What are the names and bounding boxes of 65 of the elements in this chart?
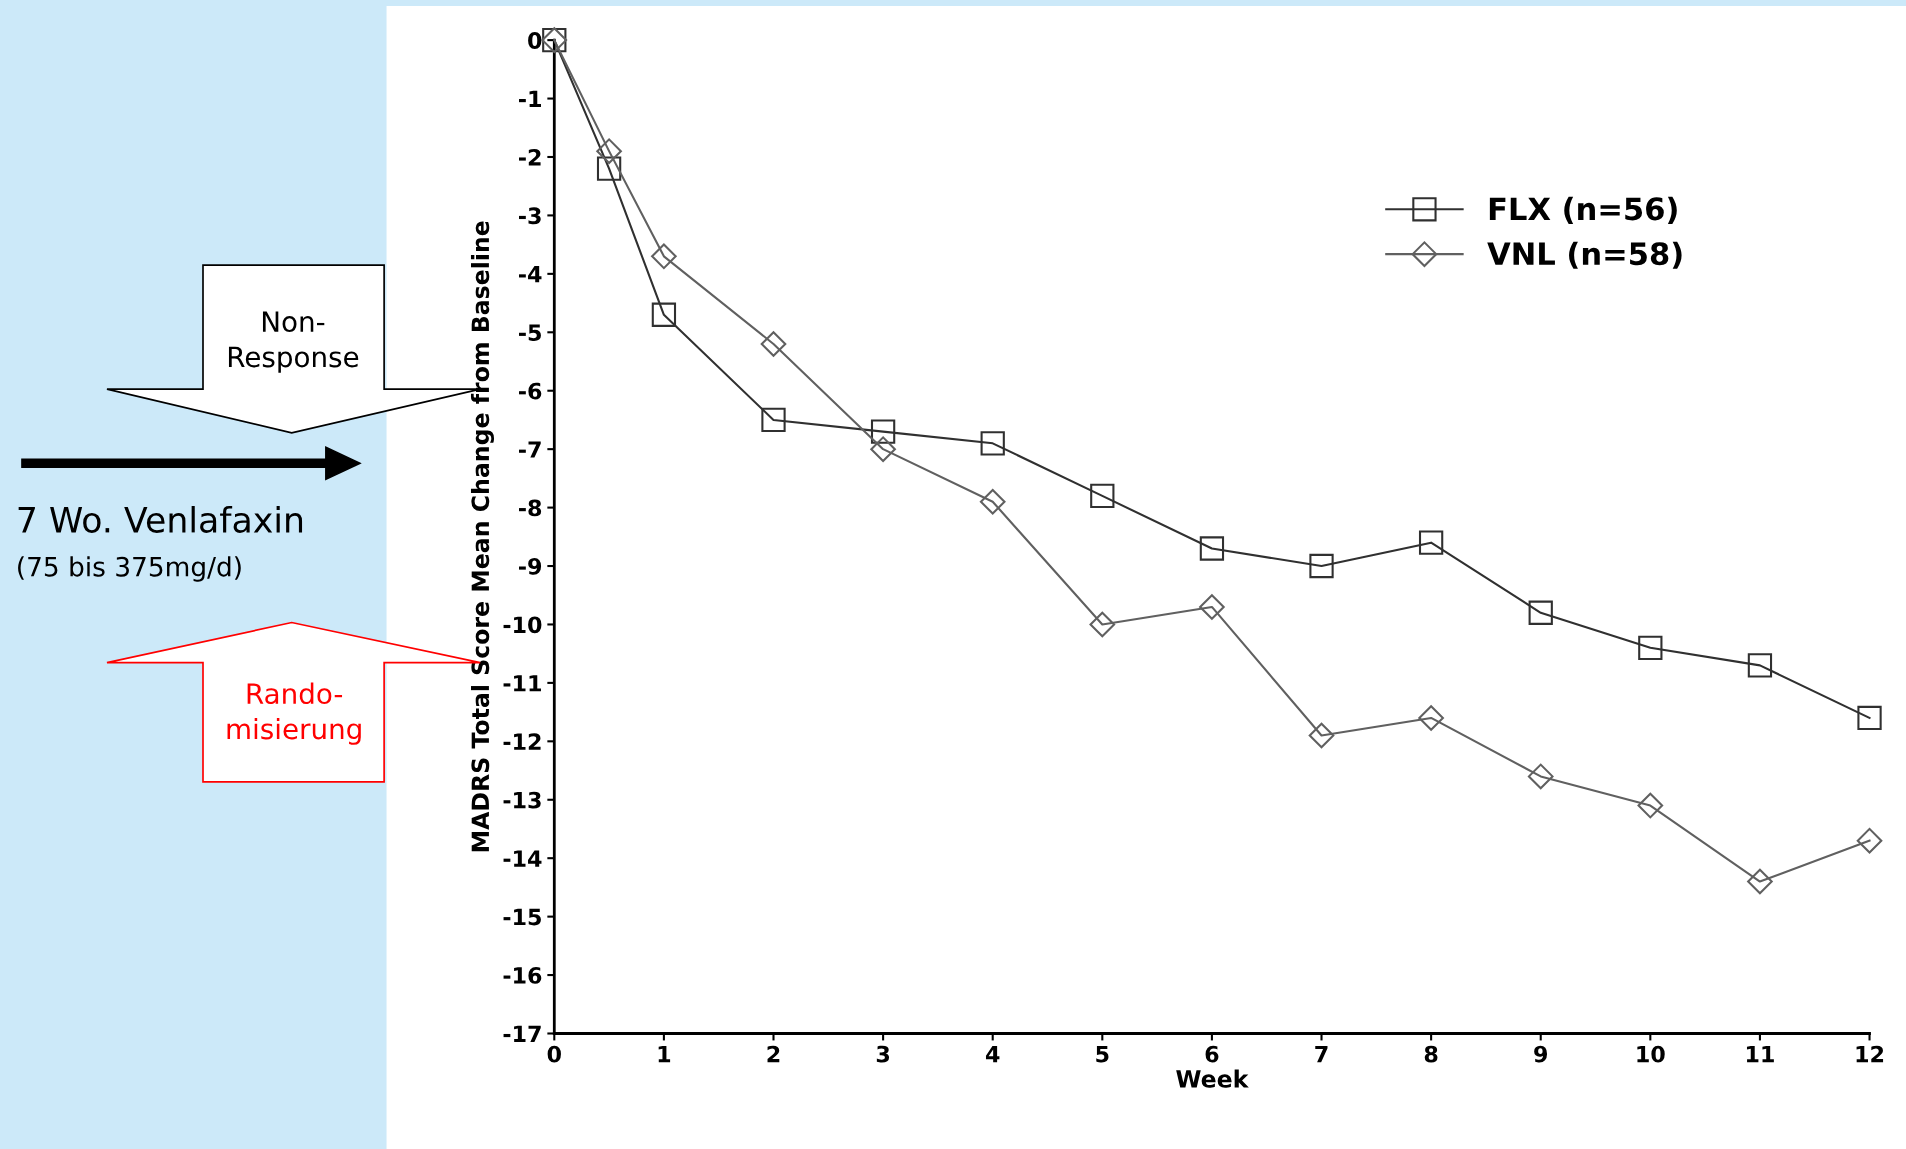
x-tick-label: 3 xyxy=(876,1045,890,1063)
point xyxy=(1199,594,1225,620)
y-tick-label: 0 xyxy=(528,32,542,49)
y-tick-label: -7 xyxy=(519,441,541,458)
point xyxy=(1637,792,1664,819)
point xyxy=(1309,553,1334,579)
x-tick-label: 8 xyxy=(1424,1045,1438,1063)
point xyxy=(1857,705,1882,731)
point xyxy=(651,243,677,270)
point xyxy=(1747,653,1773,678)
x-tick-label: 2 xyxy=(767,1045,780,1063)
text: (75 bis 375mg/d) xyxy=(18,556,241,582)
y-tick-label: -17 xyxy=(503,1025,541,1042)
point xyxy=(1308,722,1335,749)
y-tick-label: -11 xyxy=(503,675,541,692)
point xyxy=(596,138,622,164)
x-axis-title: Week xyxy=(1176,1069,1249,1088)
y-tick-label: -12 xyxy=(503,733,541,750)
point xyxy=(870,419,896,444)
point xyxy=(1418,530,1444,555)
point xyxy=(596,156,622,181)
x-tick-label: 0 xyxy=(547,1045,561,1063)
y-tick-label: -2 xyxy=(519,148,541,166)
y-tick-label: -5 xyxy=(519,324,541,342)
text: Rando- misierung xyxy=(227,682,361,745)
x-tick-label: 12 xyxy=(1856,1045,1884,1063)
point xyxy=(870,436,896,462)
x-tick-label: 9 xyxy=(1534,1045,1548,1063)
point xyxy=(651,302,677,327)
y-tick-label: -6 xyxy=(519,382,542,400)
y-tick-label: -3 xyxy=(519,207,541,225)
legend-label: FLX (n=56) xyxy=(1489,196,1677,225)
point xyxy=(761,407,786,433)
point xyxy=(1638,635,1663,660)
y-tick-label: -1 xyxy=(519,90,541,107)
x-tick-label: 4 xyxy=(985,1045,1000,1063)
text: 7 Wo. Venlafaxin xyxy=(18,506,303,533)
point xyxy=(1090,483,1115,509)
x-tick-label: 7 xyxy=(1315,1045,1328,1063)
point xyxy=(760,331,787,357)
x-tick-label: 5 xyxy=(1096,1045,1109,1063)
x-tick-label: 1 xyxy=(658,1045,671,1063)
y-tick-label: -15 xyxy=(503,908,541,926)
y-axis-title: MADRS Total Score Mean Change from Baseline xyxy=(470,221,495,852)
y-tick-label: -10 xyxy=(503,616,542,634)
x-tick-label: 6 xyxy=(1205,1045,1219,1063)
point xyxy=(1527,763,1554,790)
y-tick-label: -4 xyxy=(519,266,542,283)
text: Non- Response xyxy=(228,311,359,373)
y-tick-label: -16 xyxy=(503,967,542,984)
point xyxy=(1089,611,1116,638)
point xyxy=(1199,536,1225,561)
point xyxy=(1528,600,1553,625)
x-tick-label: 11 xyxy=(1746,1045,1774,1063)
point xyxy=(979,488,1006,515)
y-tick-label: -13 xyxy=(503,791,541,809)
y-tick-label: -8 xyxy=(519,499,542,517)
legend-label: VNL (n=58) xyxy=(1487,241,1682,269)
x-tick-label: 10 xyxy=(1637,1045,1665,1063)
point xyxy=(1856,827,1883,854)
y-tick-label: -14 xyxy=(503,850,542,867)
y-tick-label: -9 xyxy=(519,558,542,575)
point xyxy=(1418,705,1444,731)
point xyxy=(1747,868,1773,895)
point xyxy=(980,431,1005,456)
